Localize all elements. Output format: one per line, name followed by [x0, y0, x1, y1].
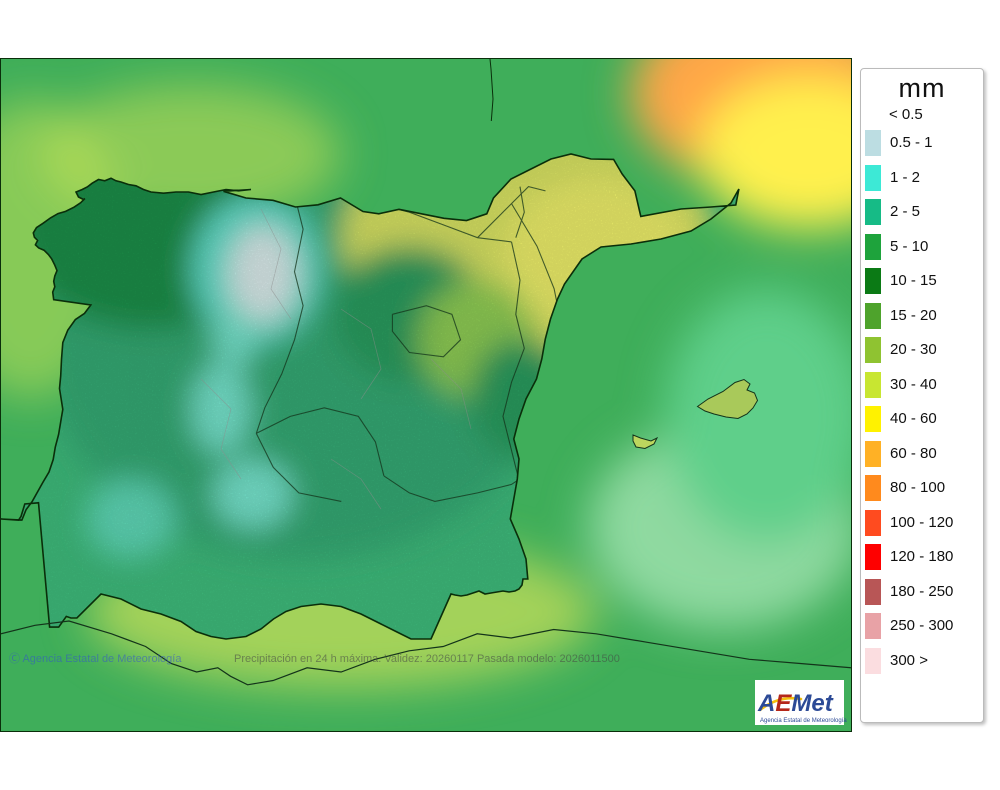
svg-text:AEMet: AEMet [757, 690, 834, 717]
svg-text:Precipitación en 24 h máxima.: Precipitación en 24 h máxima. Validez: 2… [234, 653, 620, 665]
svg-text:Ⓒ Agencia Estatal de Meteorolo: Ⓒ Agencia Estatal de Meteorología [9, 652, 182, 665]
svg-text:Agencia Estatal de Meteorologí: Agencia Estatal de Meteorología [760, 718, 847, 724]
